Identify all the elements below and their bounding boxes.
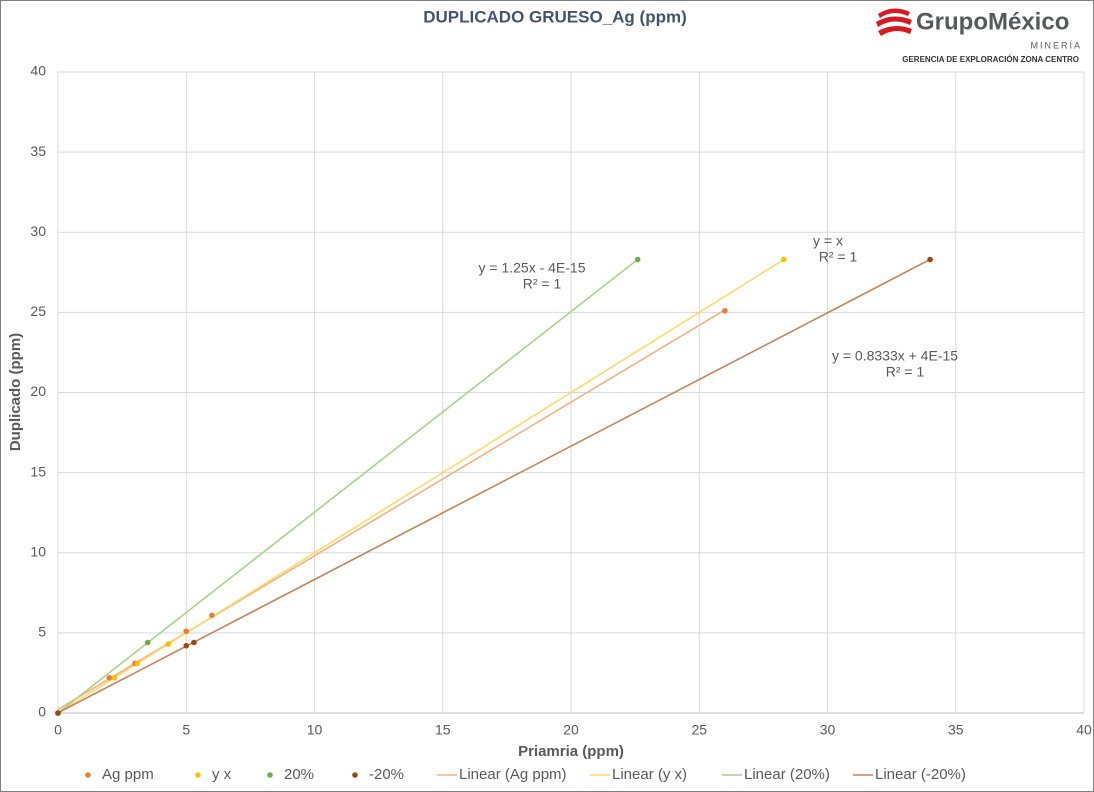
- y-tick-label: 10: [30, 543, 46, 559]
- trendline-equation: y = 0.8333x + 4E-15: [832, 348, 958, 364]
- point: [634, 256, 641, 263]
- legend-marker: [195, 772, 201, 778]
- logo-name: GrupoMéxico: [916, 8, 1069, 35]
- y-tick-label: 5: [38, 624, 46, 640]
- trendline: [57, 258, 639, 714]
- y-tick-label: 0: [38, 704, 46, 720]
- point: [165, 641, 172, 647]
- point: [183, 628, 190, 635]
- point: [722, 307, 728, 314]
- y-tick-label: 20: [30, 383, 46, 399]
- point: [781, 256, 787, 263]
- legend-marker: [352, 772, 358, 778]
- trendline-equation: R² = 1: [886, 364, 925, 380]
- logo-sub: MINERÍA: [1030, 40, 1082, 50]
- y-axis-title: Duplicado (ppm): [7, 333, 24, 451]
- y-tick-label: 15: [30, 463, 46, 479]
- x-tick-label: 10: [307, 722, 323, 738]
- point: [191, 639, 197, 646]
- legend-marker: [267, 772, 273, 778]
- trendline-equation: R² = 1: [523, 276, 562, 292]
- x-tick-label: 30: [820, 722, 836, 738]
- trendline-equation: R² = 1: [819, 249, 858, 265]
- logo-icon: [876, 8, 912, 36]
- y-tick-label: 40: [30, 63, 46, 79]
- x-tick-label: 40: [1076, 722, 1092, 738]
- x-tick-label: 35: [948, 722, 964, 738]
- point: [106, 674, 113, 681]
- y-tick-label: 30: [30, 223, 46, 239]
- point: [927, 256, 933, 263]
- x-tick-label: 25: [691, 722, 707, 738]
- legend-label: Linear (-20%): [875, 766, 966, 783]
- legend-label: Linear (20%): [744, 766, 830, 783]
- legend-label: Linear (y x): [612, 766, 687, 783]
- legend-label: 20%: [284, 766, 314, 783]
- y-tick-label: 25: [30, 303, 46, 319]
- trendline: [57, 258, 785, 714]
- point: [55, 710, 61, 716]
- x-tick-label: 15: [435, 722, 451, 738]
- legend-label: Ag ppm: [102, 766, 154, 783]
- legend-label: -20%: [369, 766, 404, 783]
- x-tick-label: 0: [54, 722, 62, 738]
- y-tick-label: 35: [30, 143, 46, 159]
- legend-label: y x: [212, 766, 232, 783]
- trendline-equation: y = 1.25x - 4E-15: [478, 260, 585, 276]
- point: [144, 639, 151, 646]
- x-axis-title: Priamria (ppm): [518, 743, 624, 760]
- point: [183, 642, 190, 649]
- trendline-equation: y = x: [813, 233, 843, 249]
- legend-marker: [85, 772, 91, 778]
- point: [209, 612, 215, 619]
- point: [111, 674, 118, 681]
- legend-label: Linear (Ag ppm): [459, 766, 567, 783]
- x-tick-label: 20: [563, 722, 579, 738]
- chart-title: DUPLICADO GRUESO_Ag (ppm): [423, 7, 687, 26]
- x-tick-label: 5: [182, 722, 190, 738]
- point: [134, 660, 141, 667]
- logo-caption: GERENCIA DE EXPLORACIÓN ZONA CENTRO: [902, 55, 1079, 64]
- trendline: [57, 258, 931, 714]
